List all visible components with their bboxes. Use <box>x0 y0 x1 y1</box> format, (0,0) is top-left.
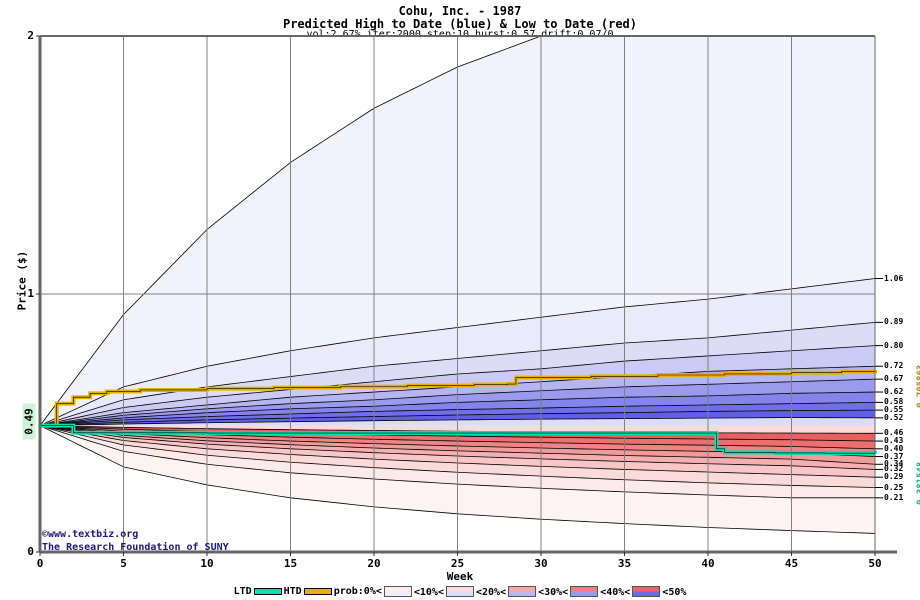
htd-value-label: 0.705863 <box>916 364 920 408</box>
legend-item-label: <30%< <box>538 586 569 598</box>
legend-item-label: <50% <box>662 586 687 598</box>
x-axis-tick: 5 <box>120 557 127 570</box>
x-axis-tick: 35 <box>617 557 632 570</box>
chart-parameters: vol:2.67% iter:2000 step:10 hurst:0.57 d… <box>306 29 614 40</box>
y-axis-tick: 1 <box>27 287 34 300</box>
x-axis-tick: 45 <box>784 557 799 570</box>
legend-item-label: <20%< <box>475 586 507 598</box>
legend-swatch <box>445 586 474 597</box>
right-axis-tick: 0.55 <box>884 405 904 415</box>
right-axis-tick: 0.43 <box>884 436 904 446</box>
watermark-line-2: The Research Foundation of SUNY <box>42 542 229 553</box>
right-axis-tick: 0.62 <box>884 387 904 397</box>
legend-swatch <box>632 586 661 597</box>
legend-item-label: <10%< <box>413 586 444 598</box>
right-axis-tick: 1.06 <box>884 273 904 283</box>
right-axis-tick: 0.37 <box>884 451 904 461</box>
right-axis-tick: 0.72 <box>884 361 904 371</box>
x-axis-tick: 15 <box>283 557 298 570</box>
right-axis-tick: 0.32 <box>884 464 904 474</box>
legend-prob-label: prob:0%< <box>333 586 382 598</box>
right-axis-tick: 0.80 <box>884 340 904 350</box>
right-axis-tick: 0.29 <box>884 472 904 482</box>
legend-item-label: <40%< <box>600 586 631 598</box>
legend-ltd-swatch <box>253 588 282 596</box>
right-axis-tick: 0.34 <box>884 459 904 469</box>
right-axis-tick: 0.67 <box>884 374 904 384</box>
legend-band-group: <10%< <20%< <30%< <40%< <50% <box>383 586 689 598</box>
right-axis-tick: 0.46 <box>884 428 904 438</box>
x-axis-tick: 30 <box>534 557 548 570</box>
legend-swatch <box>570 586 599 597</box>
x-axis-tick: 25 <box>450 557 465 570</box>
x-axis-tick: 0 <box>36 557 44 570</box>
legend-htd-label: HTD <box>283 586 302 598</box>
legend-htd-swatch <box>303 588 332 596</box>
y-axis-tick: 0 <box>27 545 34 558</box>
x-axis-tick: 10 <box>200 557 214 570</box>
page-title: Cohu, Inc. - 1987 <box>398 4 522 18</box>
watermark: ©www.textbiz.org The Research Foundation… <box>42 528 229 554</box>
x-axis-tick: 50 <box>868 557 882 570</box>
legend-swatch <box>383 586 412 597</box>
x-axis-tick: 40 <box>701 557 715 570</box>
watermark-line-1: ©www.textbiz.org <box>42 529 139 540</box>
legend-ltd-label: LTD <box>233 586 252 598</box>
right-axis-tick: 0.40 <box>884 443 904 453</box>
x-axis-tick: 20 <box>367 557 381 570</box>
x-axis-title: Week <box>446 570 474 583</box>
right-axis-tick: 0.25 <box>884 482 904 492</box>
right-axis-tick: 0.21 <box>884 492 904 502</box>
right-axis-tick: 0.52 <box>884 412 904 422</box>
right-axis-tick: 0.58 <box>884 397 904 407</box>
legend-swatch <box>508 586 537 597</box>
chart-subtitle: Predicted High to Date (blue) & Low to D… <box>282 17 637 31</box>
legend: LTD HTD prob:0%< <10%< <20%< <30%< <40%< <50… <box>0 586 920 598</box>
right-axis-tick: 0.89 <box>884 317 904 327</box>
ltd-value-label: 0.381548 <box>916 461 920 505</box>
y-axis-tick: 2 <box>27 29 34 42</box>
